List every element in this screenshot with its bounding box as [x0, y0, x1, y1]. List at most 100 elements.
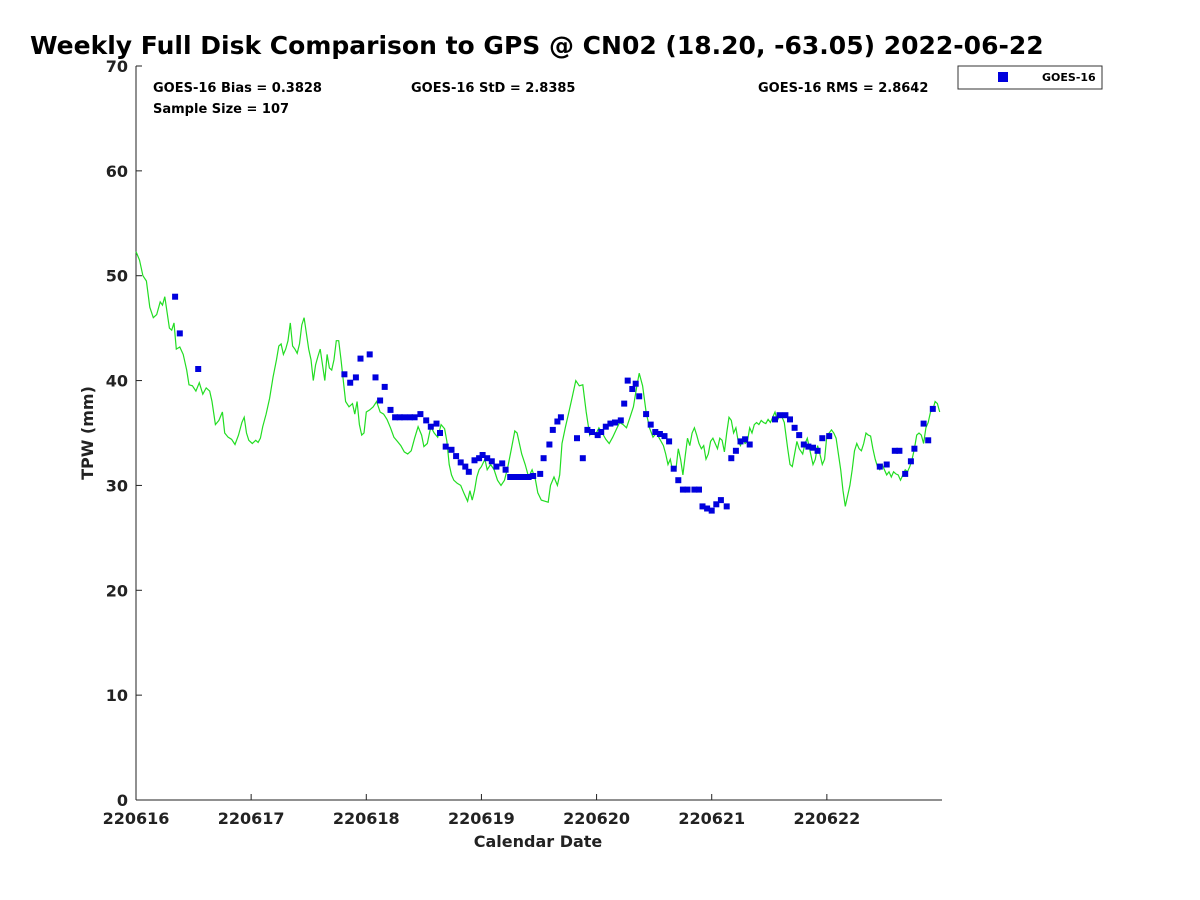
y-tick-label: 60 [106, 162, 128, 181]
goes16-point [488, 458, 495, 465]
goes16-point [479, 452, 486, 458]
legend-marker-square [998, 72, 1008, 82]
goes16-point [589, 429, 595, 435]
y-axis-label: TPW (mm) [78, 386, 97, 480]
goes16-point [723, 503, 730, 510]
goes16-point [728, 455, 735, 462]
goes16-point [387, 406, 394, 413]
goes16-point [675, 477, 682, 484]
goes16-point [911, 445, 918, 452]
goes16-point [810, 444, 816, 451]
goes16-point [708, 507, 715, 514]
goes16-point [579, 455, 586, 462]
std-stat: GOES-16 StD = 2.8385 [411, 81, 575, 96]
goes16-point [381, 383, 388, 390]
x-tick-label: 220618 [333, 809, 400, 828]
goes16-point [465, 468, 472, 475]
bias-stat: GOES-16 Bias = 0.3828 [153, 81, 322, 96]
goes16-point [621, 400, 628, 407]
goes16-point [516, 474, 523, 480]
goes16-point [471, 457, 478, 464]
goes16-point [624, 377, 631, 384]
goes16-point [502, 466, 509, 473]
goes16-point [684, 486, 691, 493]
goes16-point [742, 436, 749, 443]
goes16-point [366, 351, 373, 358]
goes16-point [636, 393, 643, 400]
goes16-point [172, 293, 179, 300]
goes16-point [826, 433, 833, 440]
goes16-point [929, 405, 936, 412]
y-tick-label: 50 [106, 267, 128, 286]
goes16-point [341, 371, 348, 378]
goes16-point [679, 486, 686, 493]
goes16-point [805, 443, 812, 450]
x-tick-label: 220616 [103, 809, 170, 828]
goes16-point [594, 432, 601, 439]
goes16-point [796, 432, 803, 439]
goes16-point [377, 397, 384, 404]
series-layer [135, 251, 941, 514]
x-tick-label: 220622 [793, 809, 860, 828]
chart-title: Weekly Full Disk Comparison to GPS @ CN0… [30, 31, 1044, 60]
goes16-point [530, 473, 537, 479]
goes16-point [537, 470, 544, 477]
goes16-point [493, 463, 500, 470]
goes16-point [554, 418, 561, 425]
y-tick-label: 0 [117, 791, 128, 810]
goes16-point [427, 423, 434, 430]
goes16-point [423, 417, 430, 424]
goes16-point [457, 459, 464, 466]
goes16-point [737, 438, 744, 445]
goes16-point [499, 460, 506, 467]
goes16-point [791, 424, 798, 431]
goes16-point [699, 503, 706, 510]
goes16-point [176, 330, 183, 337]
x-axis-ticks: 220616 220617 220618 220619 220620 220621 2206… [103, 794, 860, 828]
y-tick-label: 30 [106, 476, 128, 495]
goes16-point [800, 441, 807, 448]
goes16-point [437, 430, 443, 436]
goes16-point [352, 374, 359, 381]
goes16-point [396, 414, 403, 421]
goes16-point [557, 414, 564, 421]
goes16-point [925, 437, 932, 444]
goes16-point [417, 411, 424, 418]
goes16-point [521, 474, 527, 480]
goes16-point [787, 416, 793, 423]
goes16-point [732, 447, 739, 454]
goes16-point [772, 416, 778, 423]
sample-size-stat: Sample Size = 107 [153, 102, 289, 117]
goes16-point [433, 420, 440, 427]
goes16-point [647, 421, 654, 428]
goes16-point [612, 419, 618, 426]
x-tick-label: 220620 [563, 809, 630, 828]
goes16-point [907, 458, 914, 465]
goes16-point [704, 505, 711, 512]
goes16-point [819, 435, 826, 442]
goes16-point [629, 386, 636, 392]
goes16-point [883, 461, 890, 468]
x-tick-label: 220619 [448, 809, 515, 828]
x-tick-label: 220617 [218, 809, 285, 828]
goes16-point [401, 414, 408, 421]
goes16-point [453, 453, 460, 460]
goes16-point [782, 412, 789, 419]
goes16-point [876, 463, 883, 470]
goes16-point [643, 411, 650, 418]
plot-area [136, 66, 942, 800]
goes16-point [617, 417, 624, 424]
goes16-point [476, 455, 483, 462]
goes16-point [511, 474, 518, 480]
rms-stat: GOES-16 RMS = 2.8642 [758, 81, 928, 96]
goes16-point [696, 486, 702, 493]
goes16-point [507, 474, 514, 480]
goes16-point [411, 414, 418, 421]
goes16-point [670, 465, 677, 472]
goes16-point [357, 355, 364, 362]
goes16-point [717, 497, 724, 504]
goes16-point [549, 426, 556, 433]
goes16-point [920, 420, 927, 427]
goes16-point [347, 379, 354, 386]
